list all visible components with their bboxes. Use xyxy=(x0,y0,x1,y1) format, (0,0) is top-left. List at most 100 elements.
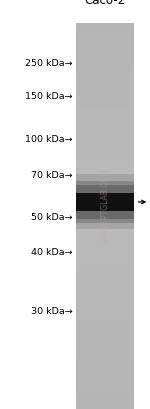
Bar xyxy=(76,124,134,128)
Bar xyxy=(76,251,134,255)
Bar xyxy=(76,182,134,186)
Bar xyxy=(76,101,134,105)
Bar xyxy=(76,32,134,36)
Bar xyxy=(76,378,134,382)
Bar xyxy=(76,290,134,294)
Text: 250 kDa→: 250 kDa→ xyxy=(25,59,73,68)
Bar xyxy=(76,247,134,252)
Bar xyxy=(76,136,134,140)
Bar xyxy=(76,285,134,290)
Bar xyxy=(76,186,134,190)
Bar xyxy=(76,128,134,132)
Bar xyxy=(76,51,134,55)
Bar xyxy=(76,258,134,263)
Bar xyxy=(76,389,134,393)
Bar xyxy=(76,224,134,228)
Bar xyxy=(76,220,134,225)
Bar xyxy=(76,193,134,211)
Bar xyxy=(76,132,134,136)
Bar xyxy=(76,366,134,371)
Bar xyxy=(76,97,134,101)
Bar xyxy=(76,301,134,305)
Bar xyxy=(76,117,134,121)
Bar xyxy=(76,170,134,175)
Bar xyxy=(76,232,134,236)
Bar xyxy=(76,105,134,109)
Bar xyxy=(76,362,134,367)
Bar xyxy=(76,386,134,390)
Bar xyxy=(76,28,134,32)
Text: 40 kDa→: 40 kDa→ xyxy=(31,247,73,256)
Bar xyxy=(76,293,134,297)
Text: 150 kDa→: 150 kDa→ xyxy=(25,92,73,101)
Bar xyxy=(76,70,134,74)
Bar xyxy=(76,93,134,98)
Bar xyxy=(76,305,134,309)
Bar xyxy=(76,335,134,340)
Bar xyxy=(76,166,134,171)
Bar xyxy=(76,359,134,363)
Bar xyxy=(76,36,134,40)
Bar xyxy=(76,382,134,386)
Bar xyxy=(76,297,134,301)
Bar xyxy=(76,278,134,282)
Bar xyxy=(76,151,134,155)
Bar xyxy=(76,147,134,151)
Bar xyxy=(76,351,134,355)
Text: 50 kDa→: 50 kDa→ xyxy=(31,212,73,221)
Bar xyxy=(76,236,134,240)
Bar xyxy=(76,255,134,259)
Bar xyxy=(76,401,134,405)
Bar xyxy=(76,405,134,409)
Text: Caco-2: Caco-2 xyxy=(84,0,126,7)
Bar xyxy=(76,228,134,232)
Bar xyxy=(76,155,134,159)
Bar xyxy=(76,209,134,213)
Bar xyxy=(76,24,134,28)
Bar xyxy=(76,109,134,113)
Bar xyxy=(76,370,134,374)
Bar xyxy=(76,309,134,313)
Bar xyxy=(76,139,134,144)
Bar xyxy=(76,320,134,324)
Bar xyxy=(76,112,134,117)
Bar xyxy=(76,85,134,90)
Bar xyxy=(76,324,134,328)
Bar xyxy=(76,175,134,230)
Bar xyxy=(76,181,134,224)
Bar xyxy=(76,189,134,194)
Bar xyxy=(76,332,134,336)
Bar xyxy=(76,63,134,67)
Bar xyxy=(76,339,134,344)
Bar xyxy=(76,47,134,52)
Text: 70 kDa→: 70 kDa→ xyxy=(31,171,73,180)
Bar xyxy=(76,55,134,59)
Bar xyxy=(76,270,134,274)
Bar xyxy=(76,316,134,321)
Text: 100 kDa→: 100 kDa→ xyxy=(25,135,73,144)
Bar xyxy=(76,393,134,398)
Bar xyxy=(76,193,134,198)
Bar xyxy=(76,328,134,332)
Bar xyxy=(76,266,134,271)
Bar xyxy=(76,120,134,124)
Bar xyxy=(76,274,134,278)
Bar xyxy=(76,197,134,201)
Bar xyxy=(76,282,134,286)
Bar xyxy=(76,159,134,163)
Bar xyxy=(76,90,134,94)
Bar xyxy=(76,74,134,79)
Bar xyxy=(76,143,134,148)
Bar xyxy=(76,178,134,182)
Bar xyxy=(76,397,134,401)
Bar xyxy=(76,201,134,205)
Bar xyxy=(76,66,134,71)
Bar xyxy=(76,78,134,82)
Bar xyxy=(76,205,134,209)
Bar xyxy=(76,312,134,317)
Bar xyxy=(76,162,134,167)
Bar xyxy=(76,216,134,220)
Bar xyxy=(76,174,134,178)
Bar xyxy=(76,185,134,220)
Text: WWW.PTGLAB.COM: WWW.PTGLAB.COM xyxy=(100,168,109,241)
